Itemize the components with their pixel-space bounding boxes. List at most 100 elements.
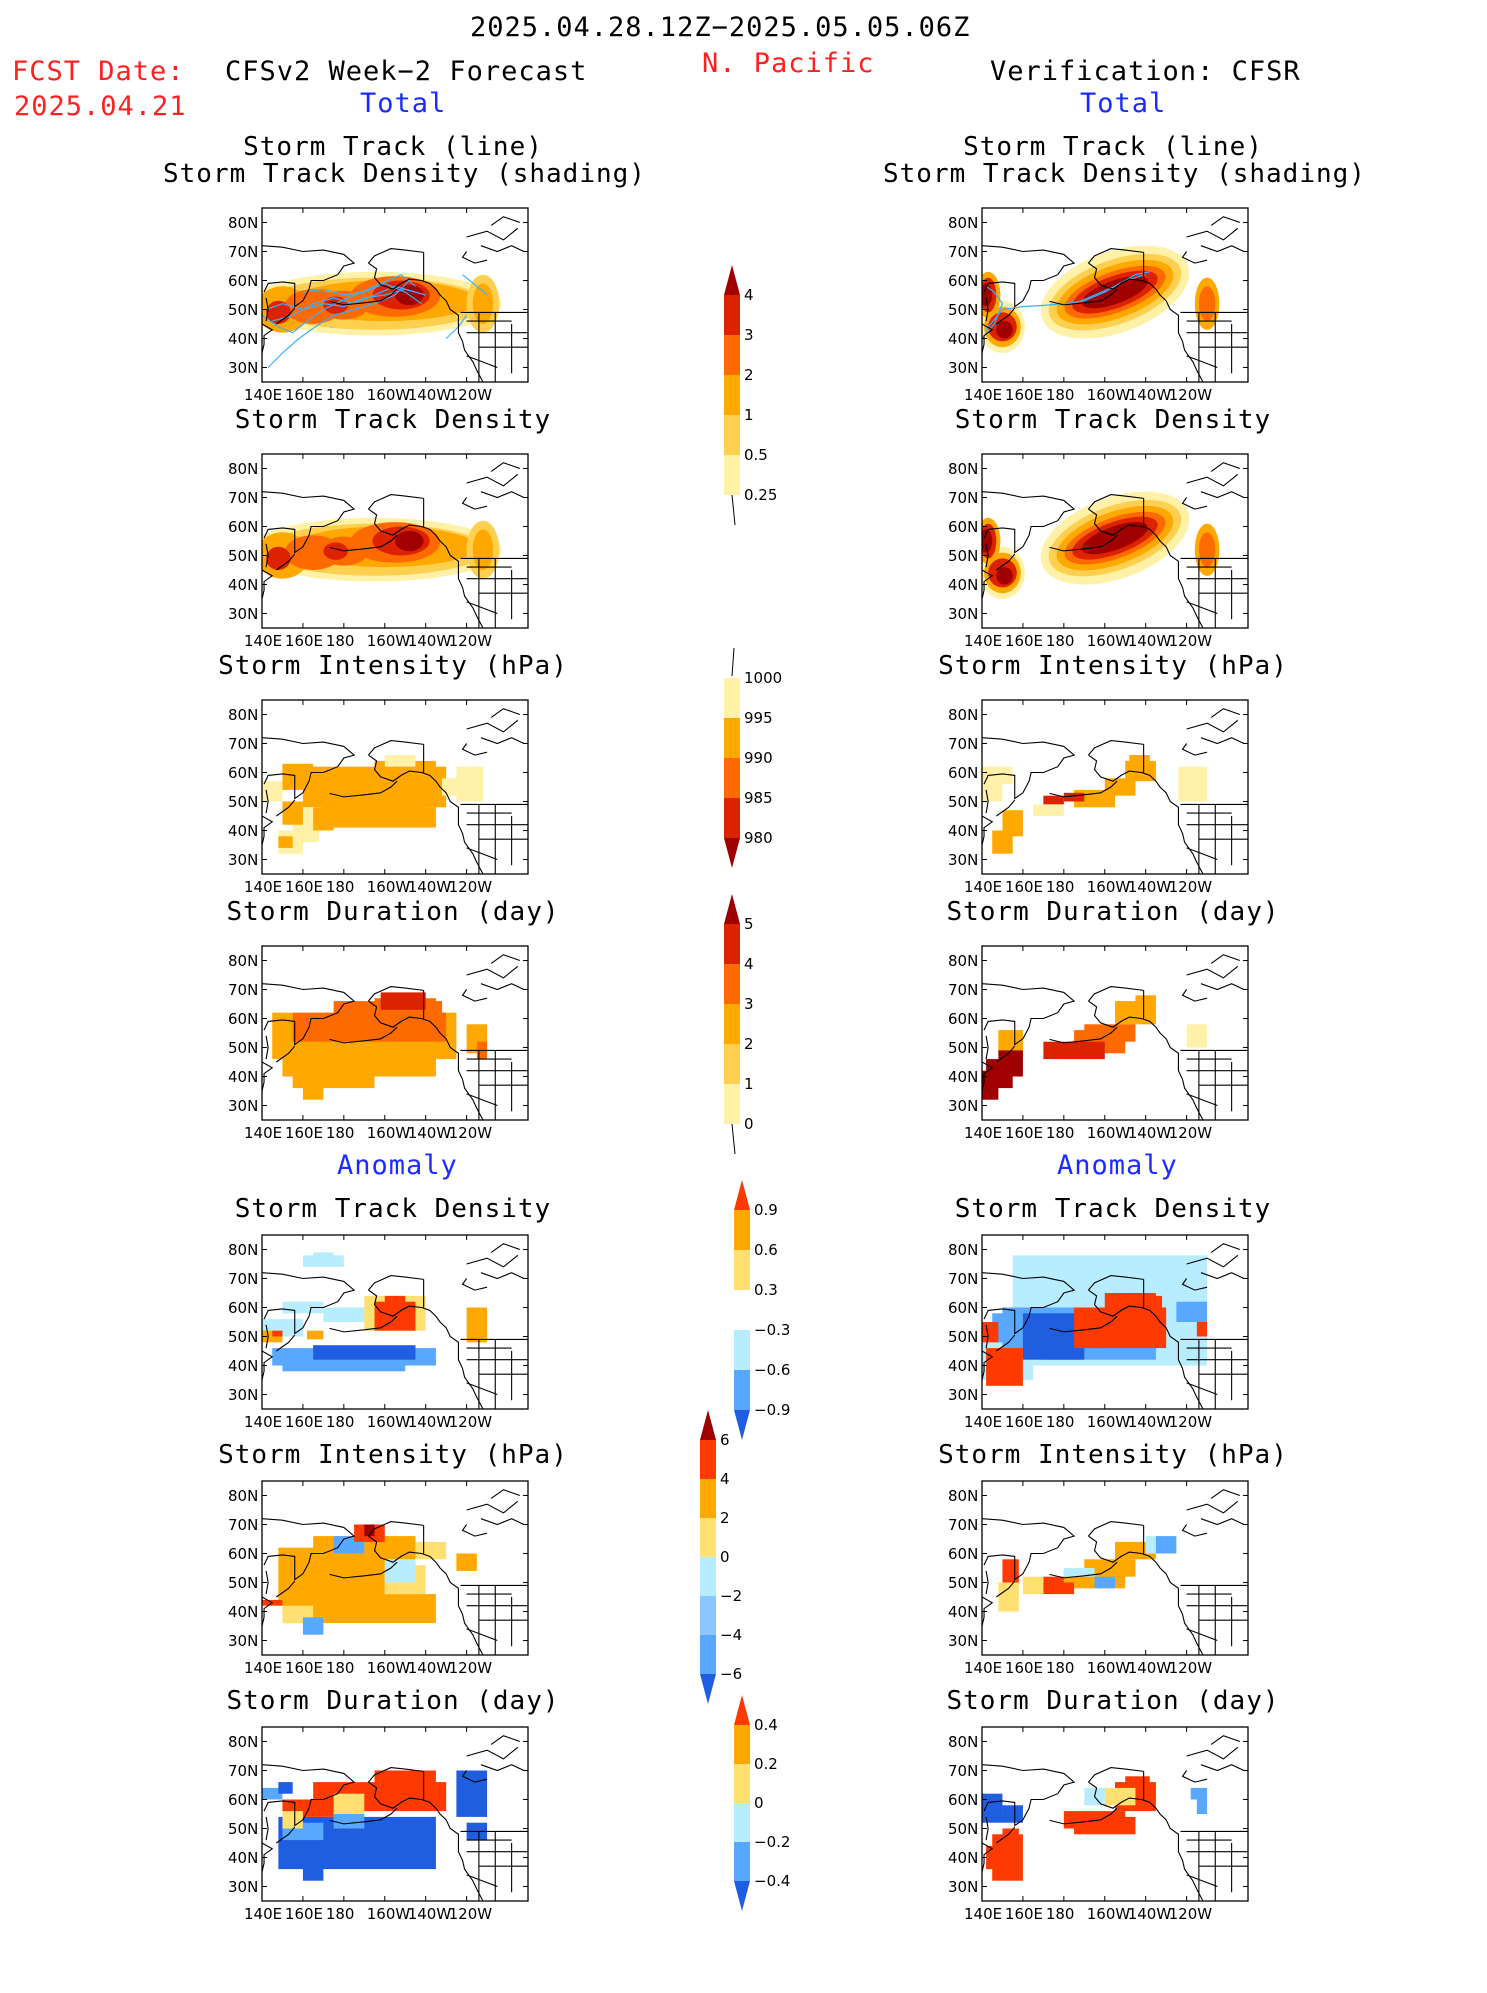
lat-tick-label: 70N bbox=[228, 1269, 259, 1288]
anom-intensity-verification-map: 80N 70N 60N 50N 40N 30N 140E 160E 180 160W 140W 120… bbox=[948, 1480, 1249, 1677]
anomaly-duration-colorbar: 0.4 0.2 0 −0.2 −0.4 bbox=[734, 1695, 814, 1993]
lat-tick-label: 30N bbox=[228, 1877, 259, 1896]
lat-tick-label: 50N bbox=[948, 1819, 979, 1838]
lon-tick-label: 140W bbox=[407, 1905, 452, 1923]
lat-tick-label: 80N bbox=[228, 1486, 259, 1505]
lat-tick-label: 70N bbox=[228, 980, 259, 999]
density-colorbar: 4 3 2 1 0.5 0.25 bbox=[724, 265, 804, 569]
lat-tick-label: 50N bbox=[948, 1573, 979, 1592]
lon-tick-label: 160W bbox=[1086, 632, 1131, 650]
lat-tick-label: 30N bbox=[948, 1096, 979, 1115]
lat-tick-label: 60N bbox=[228, 517, 259, 536]
lon-tick-label: 180 bbox=[1045, 386, 1075, 404]
panel-title-intensity-right: Storm Intensity (hPa) bbox=[938, 651, 1288, 681]
lon-tick-label: 120W bbox=[448, 1124, 493, 1142]
panel-title-anom-density-left: Storm Track Density bbox=[234, 1194, 552, 1224]
lat-tick-label: 50N bbox=[948, 792, 979, 811]
lat-tick-label: 40N bbox=[948, 329, 979, 348]
track-forecast-map: 80N 70N 60N 50N 40N 30N 140E 160E 180 160W 140W 120… bbox=[228, 207, 529, 404]
lat-tick-label: 40N bbox=[228, 1602, 259, 1621]
panel-title-duration-right: Storm Duration (day) bbox=[946, 897, 1280, 927]
lon-tick-label: 160E bbox=[1004, 632, 1044, 650]
lon-tick-label: 160W bbox=[366, 386, 411, 404]
anom-duration-forecast-map-plot bbox=[261, 1726, 529, 1902]
lon-tick-label: 180 bbox=[1045, 1413, 1075, 1431]
intensity-verification-map: 80N 70N 60N 50N 40N 30N 140E 160E 180 160W 140W 120… bbox=[948, 699, 1249, 896]
lon-tick-label: 160E bbox=[1004, 1659, 1044, 1677]
panel-title-anom-intensity-right: Storm Intensity (hPa) bbox=[938, 1440, 1288, 1470]
anom-duration-verification-map: 80N 70N 60N 50N 40N 30N 140E 160E 180 160W 140W 120… bbox=[948, 1726, 1249, 1923]
colorbar-tick-label: −0.9 bbox=[754, 1401, 791, 1419]
lon-tick-label: 140W bbox=[407, 1413, 452, 1431]
lon-tick-label: 140E bbox=[964, 1413, 1003, 1431]
lon-tick-label: 140E bbox=[244, 1905, 283, 1923]
lat-tick-label: 50N bbox=[948, 1327, 979, 1346]
lon-tick-label: 160W bbox=[366, 1905, 411, 1923]
lat-tick-label: 80N bbox=[948, 951, 979, 970]
lat-tick-label: 70N bbox=[948, 1515, 979, 1534]
lat-tick-label: 30N bbox=[948, 1631, 979, 1650]
lat-tick-label: 40N bbox=[228, 1067, 259, 1086]
anom-duration-verification-map-plot bbox=[981, 1726, 1249, 1902]
lon-tick-label: 120W bbox=[448, 632, 493, 650]
lat-tick-label: 70N bbox=[228, 242, 259, 261]
panel-title-density-right: Storm Track Density bbox=[954, 405, 1272, 435]
lat-tick-label: 60N bbox=[228, 1544, 259, 1563]
colorbar-tick-label: 5 bbox=[744, 915, 754, 933]
lat-tick-label: 60N bbox=[948, 1298, 979, 1317]
panel-title-track-shading-right: Storm Track Density (shading) bbox=[883, 159, 1366, 189]
anomaly-density-colorbar: 0.9 0.6 0.3 −0.3 −0.6 −0.9 bbox=[734, 1180, 814, 1524]
lon-tick-label: 120W bbox=[1168, 386, 1213, 404]
lon-tick-label: 180 bbox=[325, 878, 355, 896]
colorbar-tick-label: −0.4 bbox=[754, 1872, 791, 1890]
lon-tick-label: 140W bbox=[407, 386, 452, 404]
lon-tick-label: 160W bbox=[1086, 1124, 1131, 1142]
lon-tick-label: 160W bbox=[1086, 1413, 1131, 1431]
lon-tick-label: 160E bbox=[1004, 1413, 1044, 1431]
colorbar-tick-label: 4 bbox=[744, 955, 754, 973]
duration-verification-map: 80N 70N 60N 50N 40N 30N 140E 160E 180 160W 140W 120… bbox=[948, 945, 1249, 1142]
anom-intensity-forecast-map-plot bbox=[261, 1480, 529, 1656]
lon-tick-label: 180 bbox=[325, 632, 355, 650]
lon-tick-label: 160W bbox=[366, 1659, 411, 1677]
lat-tick-label: 50N bbox=[948, 546, 979, 565]
anom-density-forecast-map: 80N 70N 60N 50N 40N 30N 140E 160E 180 160W 140W 120… bbox=[228, 1234, 529, 1431]
lat-tick-label: 70N bbox=[948, 242, 979, 261]
lon-tick-label: 160E bbox=[284, 1413, 324, 1431]
anom-intensity-verification-map-plot bbox=[981, 1480, 1249, 1656]
lat-tick-label: 80N bbox=[228, 705, 259, 724]
colorbar-tick-label: 4 bbox=[744, 286, 754, 304]
lon-tick-label: 180 bbox=[325, 1659, 355, 1677]
fcst-date-value: 2025.04.21 bbox=[14, 91, 187, 122]
colorbar-tick-label: 0 bbox=[744, 1115, 754, 1133]
lat-tick-label: 40N bbox=[948, 1067, 979, 1086]
lon-tick-label: 160W bbox=[1086, 386, 1131, 404]
lon-tick-label: 160W bbox=[366, 878, 411, 896]
lon-tick-label: 140E bbox=[964, 1905, 1003, 1923]
lat-tick-label: 50N bbox=[948, 300, 979, 319]
lon-tick-label: 140E bbox=[244, 1659, 283, 1677]
lat-tick-label: 70N bbox=[948, 488, 979, 507]
right-total-label: Total bbox=[1080, 88, 1167, 119]
panel-title-anom-duration-right: Storm Duration (day) bbox=[946, 1686, 1280, 1716]
lon-tick-label: 120W bbox=[1168, 1413, 1213, 1431]
colorbar-tick-label: 985 bbox=[744, 789, 773, 807]
colorbar-tick-label: −0.3 bbox=[754, 1321, 791, 1339]
lat-tick-label: 40N bbox=[228, 1848, 259, 1867]
lon-tick-label: 140W bbox=[407, 1659, 452, 1677]
lon-tick-label: 160W bbox=[1086, 1659, 1131, 1677]
lat-tick-label: 30N bbox=[948, 1385, 979, 1404]
colorbar-tick-label: −0.6 bbox=[754, 1361, 791, 1379]
density-verification-map: 80N 70N 60N 50N 40N 30N 140E 160E 180 160W 140W 120… bbox=[948, 453, 1249, 650]
anom-density-verification-map: 80N 70N 60N 50N 40N 30N 140E 160E 180 160W 140W 120… bbox=[948, 1234, 1249, 1431]
lat-tick-label: 30N bbox=[948, 1877, 979, 1896]
lat-tick-label: 40N bbox=[228, 575, 259, 594]
lon-tick-label: 120W bbox=[448, 1413, 493, 1431]
right-column-title: Verification: CFSR bbox=[990, 56, 1301, 87]
lat-tick-label: 80N bbox=[228, 951, 259, 970]
lon-tick-label: 160W bbox=[1086, 1905, 1131, 1923]
lat-tick-label: 80N bbox=[228, 1732, 259, 1751]
colorbar-tick-label: 1000 bbox=[744, 669, 783, 687]
lon-tick-label: 140W bbox=[1127, 1413, 1172, 1431]
colorbar-tick-label: 980 bbox=[744, 829, 773, 847]
